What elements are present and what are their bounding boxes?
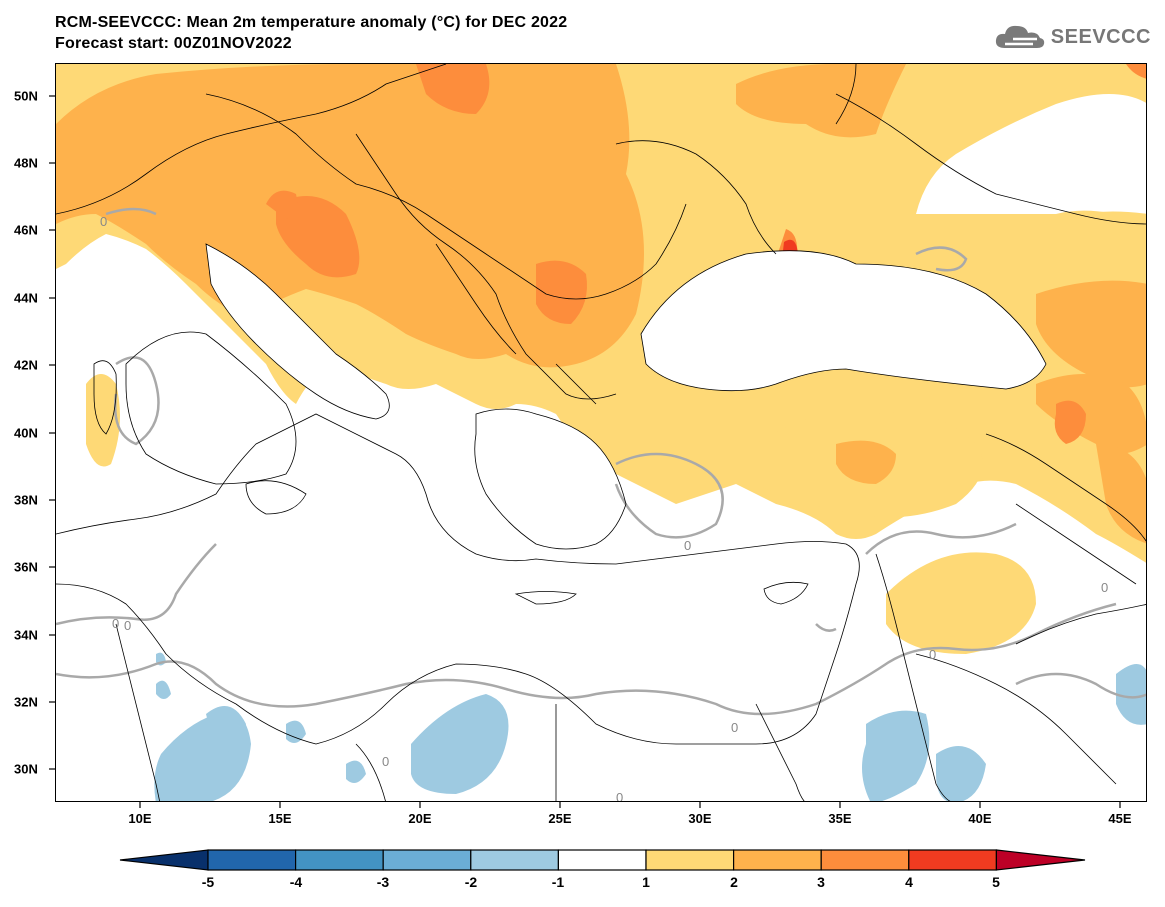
colorbar-label: -5	[201, 874, 215, 890]
colorbar-segment	[820, 849, 910, 871]
lat-tick-label: 34N	[14, 627, 38, 643]
lat-tick-label: 48N	[14, 155, 38, 171]
lon-tick-label: 20E	[408, 811, 432, 826]
lat-tick-label: 30N	[14, 761, 38, 777]
seevccc-logo: SEEVCCC	[993, 22, 1151, 52]
colorbar-label: 1	[642, 874, 650, 890]
colorbar-label: 2	[730, 874, 738, 890]
lat-tick-label: 36N	[14, 559, 38, 575]
anomaly-shading-3-4	[266, 64, 1146, 444]
colorbar-label: 3	[817, 874, 825, 890]
forecast-start-label: Forecast start: 00Z01NOV2022	[55, 35, 292, 52]
lon-tick-label: 45E	[1108, 811, 1132, 826]
zero-contours	[56, 207, 1146, 716]
lon-tick-label: 10E	[128, 811, 152, 826]
colorbar-segment	[382, 849, 472, 871]
cloud-icon	[995, 25, 1044, 48]
anomaly-map[interactable]: 0 0 0 0 0 0 0 0 0	[55, 63, 1147, 802]
colorbar-segment	[908, 849, 997, 871]
colorbar-segment	[732, 849, 822, 871]
colorbar-segment	[207, 849, 297, 871]
contour-label: 0	[382, 754, 389, 769]
contour-label: 0	[929, 647, 936, 662]
lat-tick-label: 32N	[14, 694, 38, 710]
colorbar-label: -1	[551, 874, 565, 890]
lon-tick-label: 35E	[828, 811, 852, 826]
colorbar-label: -3	[376, 874, 390, 890]
colorbar-label: 5	[992, 874, 1000, 890]
negative-anomaly-shading	[154, 652, 1146, 801]
lat-tick-label: 40N	[14, 425, 38, 441]
lon-tick-label: 40E	[968, 811, 992, 826]
logo-text: SEEVCCC	[1050, 25, 1151, 48]
colorbar-segment	[557, 849, 647, 871]
contour-label: 0	[616, 790, 623, 802]
contour-label: 0	[1101, 580, 1108, 595]
colorbar-triangle-high	[995, 849, 1086, 871]
colorbar-triangle-low	[119, 849, 209, 871]
contour-label: 0	[684, 538, 691, 553]
anomaly-shading-2-3	[56, 64, 1146, 544]
lat-tick-label: 38N	[14, 492, 38, 508]
lat-tick-label: 42N	[14, 357, 38, 373]
lon-tick-label: 15E	[268, 811, 292, 826]
contour-label: 0	[112, 616, 119, 631]
contour-labels: 0 0 0 0 0 0 0 0 0	[100, 214, 1108, 802]
lon-tick-label: 25E	[548, 811, 572, 826]
lon-tick-label: 30E	[688, 811, 712, 826]
contour-label: 0	[100, 214, 107, 229]
lat-tick-label: 50N	[14, 88, 38, 104]
colorbar-segment	[645, 849, 735, 871]
colorbar-label: 4	[905, 874, 913, 890]
colorbar-label: -4	[289, 874, 303, 890]
colorbar-segment	[470, 849, 559, 871]
contour-label: 0	[731, 720, 738, 735]
lat-tick-label: 46N	[14, 222, 38, 238]
borders	[56, 64, 1146, 801]
lat-tick-label: 44N	[14, 290, 38, 306]
contour-label: 0	[124, 618, 131, 633]
map-canvas: 0 0 0 0 0 0 0 0 0	[56, 64, 1146, 802]
map-title: RCM-SEEVCCC: Mean 2m temperature anomaly…	[55, 14, 568, 31]
colorbar-label: -2	[464, 874, 478, 890]
colorbar-segment	[295, 849, 384, 871]
